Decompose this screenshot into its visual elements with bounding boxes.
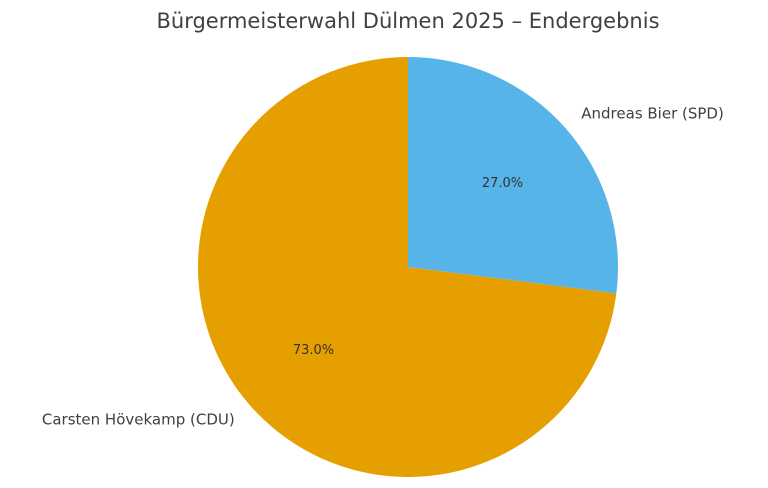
slice-label: Andreas Bier (SPD)	[581, 105, 724, 123]
slice-label: Carsten Hövekamp (CDU)	[42, 410, 235, 428]
value-label: 73.0%	[293, 343, 334, 358]
value-label: 27.0%	[482, 176, 523, 191]
pie-slice	[408, 57, 618, 294]
chart-title: Bürgermeisterwahl Dülmen 2025 – Endergeb…	[156, 9, 659, 33]
pie-slice	[198, 57, 617, 477]
